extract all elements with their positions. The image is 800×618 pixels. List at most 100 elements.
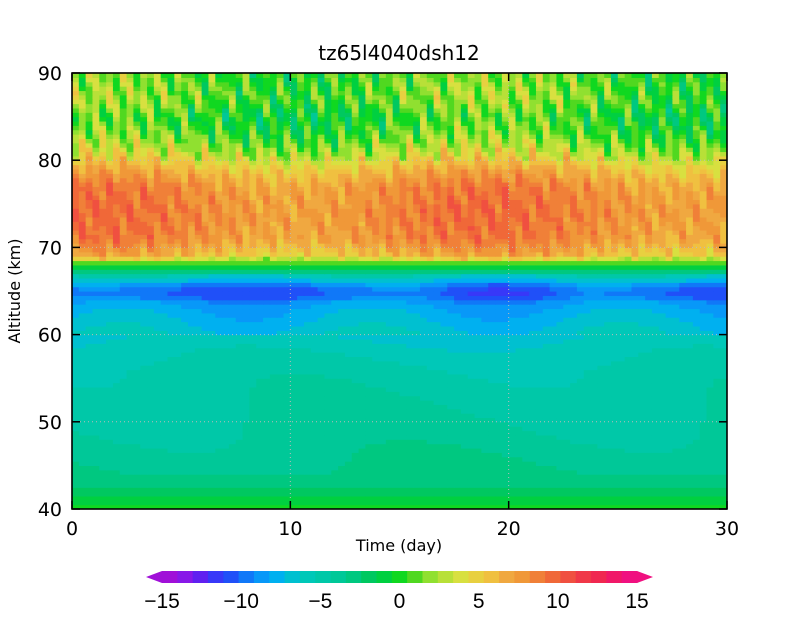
heatmap-cell <box>222 347 230 353</box>
heatmap-cell <box>611 391 619 397</box>
heatmap-cell <box>611 474 619 480</box>
heatmap-cell <box>440 304 448 310</box>
heatmap-cell <box>140 461 148 466</box>
heatmap-cell <box>570 338 578 344</box>
heatmap-cell <box>133 325 141 331</box>
heatmap-cell <box>549 338 558 344</box>
heatmap-cell <box>440 439 448 445</box>
heatmap-cell <box>338 304 346 310</box>
heatmap-cell <box>433 286 442 292</box>
heatmap-cell <box>611 299 619 305</box>
heatmap-cell <box>576 443 585 449</box>
heatmap-cell <box>174 382 182 388</box>
heatmap-cell <box>447 408 455 414</box>
heatmap-cell <box>99 447 107 453</box>
heatmap-cell <box>692 491 701 497</box>
heatmap-cell <box>228 395 237 401</box>
heatmap-cell <box>481 443 489 449</box>
heatmap-cell <box>522 439 530 445</box>
heatmap-cell <box>372 282 380 288</box>
heatmap-cell <box>658 391 667 397</box>
heatmap-cell <box>617 282 626 288</box>
heatmap-cell <box>119 404 128 410</box>
heatmap-cell <box>706 404 714 410</box>
heatmap-cell <box>385 452 394 458</box>
heatmap-cell <box>174 378 182 384</box>
heatmap-cell <box>112 382 121 388</box>
heatmap-cell <box>297 417 305 423</box>
heatmap-cell <box>242 343 250 349</box>
heatmap-cell <box>235 504 244 509</box>
heatmap-cell <box>119 447 128 453</box>
heatmap-cell <box>242 378 250 384</box>
heatmap-cell <box>379 504 387 509</box>
heatmap-cell <box>426 491 435 497</box>
heatmap-cell <box>495 338 503 344</box>
heatmap-cell <box>317 308 326 314</box>
heatmap-cell <box>133 474 141 480</box>
heatmap-cell <box>611 482 619 488</box>
heatmap-cell <box>713 478 721 484</box>
heatmap-cell <box>617 430 626 436</box>
heatmap-cell <box>617 299 626 305</box>
heatmap-cell <box>72 465 80 471</box>
heatmap-cell <box>563 299 571 305</box>
heatmap-cell <box>119 469 128 475</box>
heatmap-cell <box>433 299 442 305</box>
heatmap-cell <box>413 373 421 379</box>
heatmap-cell <box>256 404 264 410</box>
heatmap-cell <box>194 343 203 349</box>
heatmap-cell <box>508 352 517 357</box>
heatmap-cell <box>72 386 80 392</box>
heatmap-cell <box>269 474 278 480</box>
heatmap-cell <box>454 413 462 419</box>
heatmap-cell <box>92 360 100 366</box>
heatmap-cell <box>570 360 578 366</box>
heatmap-cell <box>440 369 448 375</box>
heatmap-cell <box>167 474 175 480</box>
heatmap-cell <box>454 447 462 453</box>
heatmap-cell <box>413 347 421 353</box>
heatmap-cell <box>208 338 216 344</box>
heatmap-cell <box>119 347 128 353</box>
heatmap-cell <box>317 487 326 493</box>
heatmap-cell <box>147 408 155 414</box>
heatmap-cell <box>106 308 114 314</box>
heatmap-cell <box>617 391 626 397</box>
heatmap-cell <box>679 325 687 331</box>
heatmap-cell <box>222 312 230 318</box>
heatmap-cell <box>331 365 339 371</box>
heatmap-cell <box>624 356 633 362</box>
heatmap-cell <box>413 325 421 331</box>
heatmap-cell <box>379 291 387 296</box>
heatmap-cell <box>297 447 305 453</box>
heatmap-cell <box>92 500 100 506</box>
heatmap-cell <box>126 291 135 296</box>
heatmap-cell <box>160 308 169 314</box>
heatmap-cell <box>317 299 326 305</box>
heatmap-cell <box>99 373 107 379</box>
heatmap-cell <box>556 447 564 453</box>
heatmap-cell <box>181 352 189 357</box>
heatmap-cell <box>426 447 435 453</box>
heatmap-cell <box>365 343 373 349</box>
heatmap-cell <box>365 465 373 471</box>
heatmap-cell <box>576 421 585 427</box>
heatmap-cell <box>276 443 285 449</box>
heatmap-cell <box>631 338 639 344</box>
heatmap-cell <box>331 478 339 484</box>
heatmap-cell <box>283 434 291 440</box>
heatmap-cell <box>488 347 496 353</box>
heatmap-cell <box>187 365 196 371</box>
heatmap-cell <box>379 474 387 480</box>
heatmap-cell <box>365 373 373 379</box>
heatmap-cell <box>419 430 428 436</box>
heatmap-cell <box>92 391 100 397</box>
heatmap-cell <box>549 299 558 305</box>
heatmap-cell <box>535 482 544 488</box>
heatmap-cell <box>556 356 564 362</box>
heatmap-cell <box>508 434 517 440</box>
heatmap-cell <box>713 417 721 423</box>
heatmap-cell <box>611 404 619 410</box>
heatmap-cell <box>556 413 564 419</box>
